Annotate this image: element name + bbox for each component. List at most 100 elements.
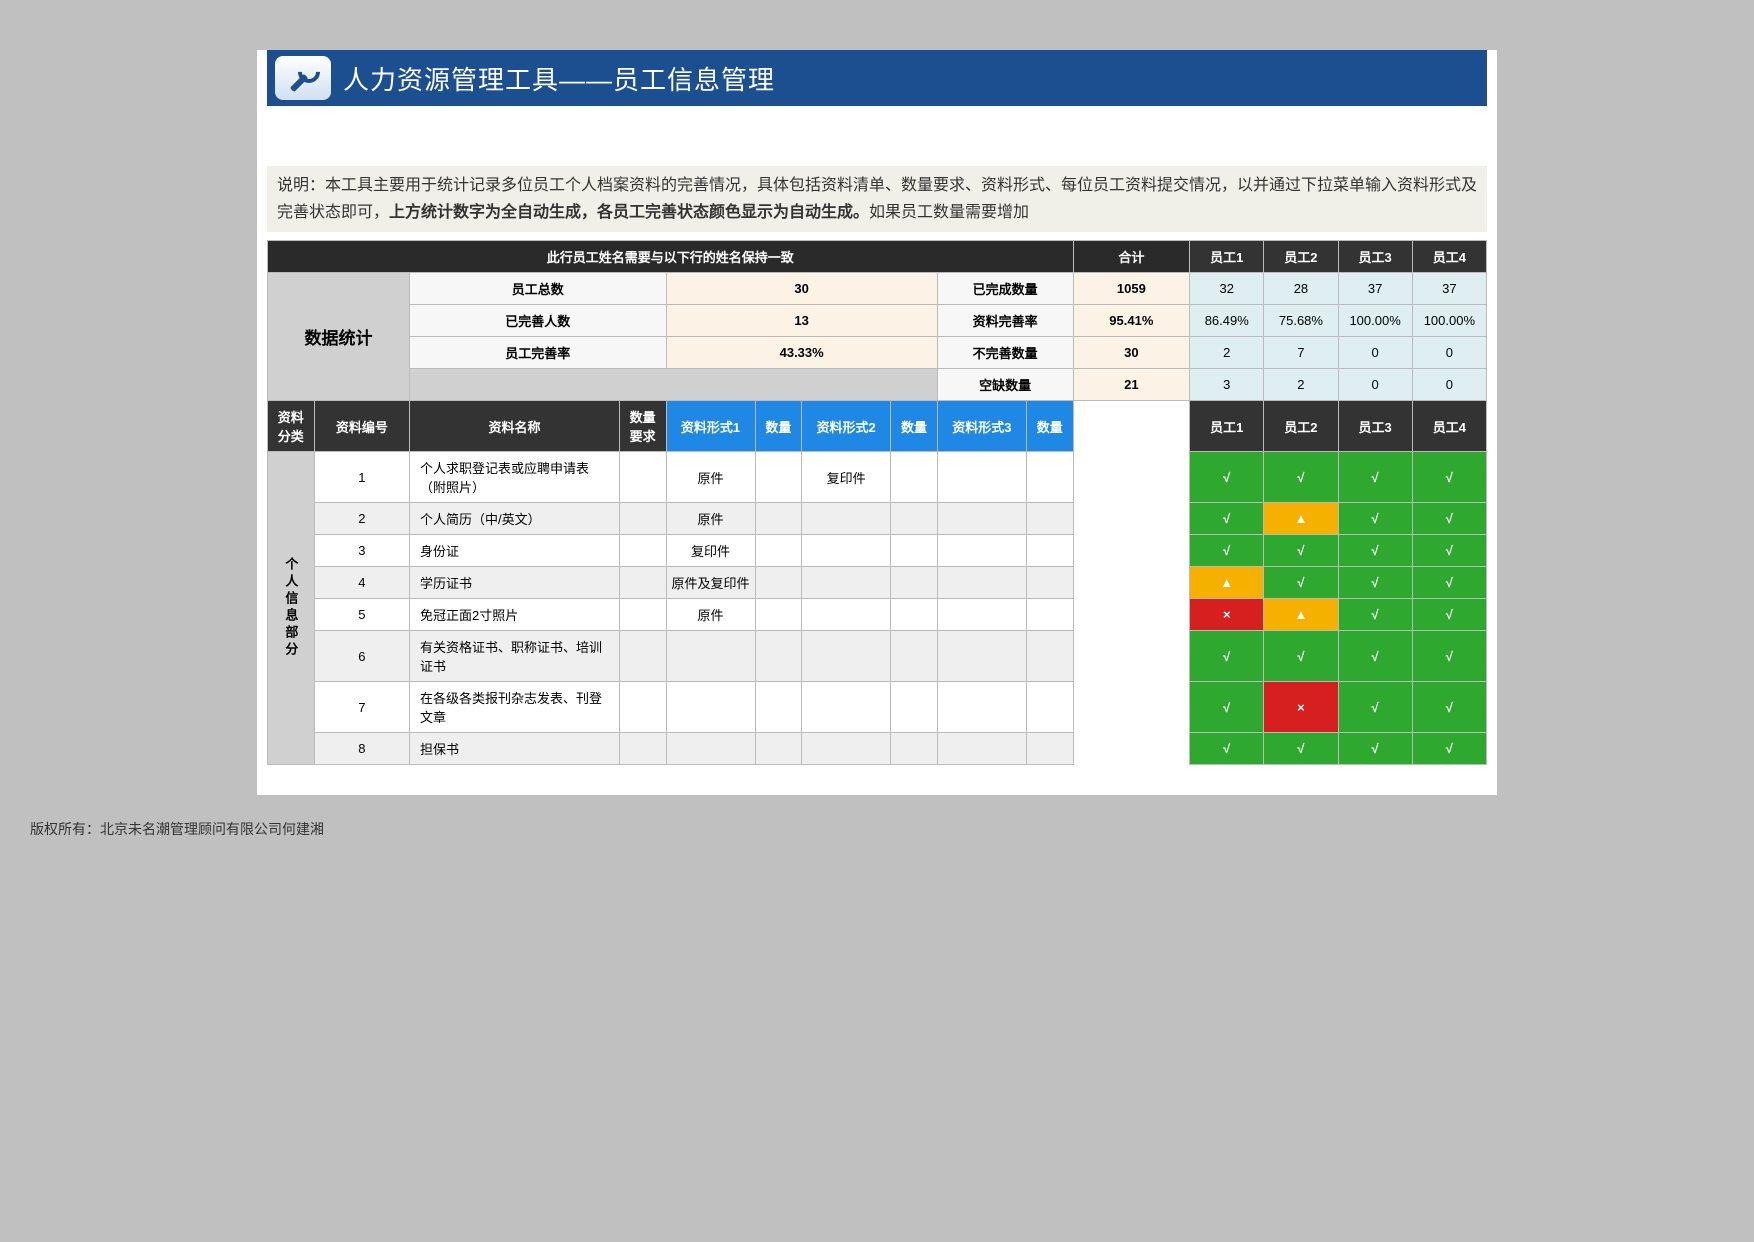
mat-qty2-3[interactable] bbox=[891, 535, 938, 567]
stat-label-2a: 员工完善率 bbox=[410, 337, 666, 369]
mat-status-2-emp2[interactable]: ▲ bbox=[1264, 503, 1338, 535]
emp-header-1: 员工1 bbox=[1190, 241, 1264, 273]
mat-status-5-emp2[interactable]: ▲ bbox=[1264, 599, 1338, 631]
mat-qty1-5[interactable] bbox=[755, 599, 802, 631]
col-qty1: 数量 bbox=[755, 401, 802, 452]
mat-form2-6[interactable] bbox=[802, 631, 891, 682]
mat-status-1-emp4[interactable]: √ bbox=[1412, 452, 1486, 503]
mat-form2-4[interactable] bbox=[802, 567, 891, 599]
mat-status-8-emp1[interactable]: √ bbox=[1190, 733, 1264, 765]
mat-qty2-4[interactable] bbox=[891, 567, 938, 599]
mat-form3-8[interactable] bbox=[937, 733, 1026, 765]
mat-qty1-1[interactable] bbox=[755, 452, 802, 503]
mat-status-1-emp1[interactable]: √ bbox=[1190, 452, 1264, 503]
mat-status-2-emp4[interactable]: √ bbox=[1412, 503, 1486, 535]
mat-qty1-3[interactable] bbox=[755, 535, 802, 567]
mat-qtyreq-6[interactable] bbox=[619, 631, 666, 682]
mat-qty2-5[interactable] bbox=[891, 599, 938, 631]
main-table: 此行员工姓名需要与以下行的姓名保持一致合计员工1员工2员工3员工4数据统计员工总… bbox=[267, 240, 1487, 765]
mat-form2-3[interactable] bbox=[802, 535, 891, 567]
mat-status-4-emp2[interactable]: √ bbox=[1264, 567, 1338, 599]
mat-qty2-7[interactable] bbox=[891, 682, 938, 733]
mat-qty2-6[interactable] bbox=[891, 631, 938, 682]
mat-status-6-emp1[interactable]: √ bbox=[1190, 631, 1264, 682]
mat-form3-1[interactable] bbox=[937, 452, 1026, 503]
mat-qty2-8[interactable] bbox=[891, 733, 938, 765]
mat-status-8-emp2[interactable]: √ bbox=[1264, 733, 1338, 765]
mat-status-3-emp4[interactable]: √ bbox=[1412, 535, 1486, 567]
mat-form2-5[interactable] bbox=[802, 599, 891, 631]
mat-form3-6[interactable] bbox=[937, 631, 1026, 682]
mat-status-1-emp2[interactable]: √ bbox=[1264, 452, 1338, 503]
stat-val-2a: 43.33% bbox=[666, 337, 937, 369]
mat-status-4-emp3[interactable]: √ bbox=[1338, 567, 1412, 599]
mat-qtyreq-7[interactable] bbox=[619, 682, 666, 733]
mat-status-5-emp1[interactable]: × bbox=[1190, 599, 1264, 631]
mat-qtyreq-4[interactable] bbox=[619, 567, 666, 599]
stat-emp-2-1: 7 bbox=[1264, 337, 1338, 369]
mat-status-7-emp4[interactable]: √ bbox=[1412, 682, 1486, 733]
mat-qtyreq-3[interactable] bbox=[619, 535, 666, 567]
mat-status-6-emp3[interactable]: √ bbox=[1338, 631, 1412, 682]
mat-form1-8[interactable] bbox=[666, 733, 755, 765]
mat-form2-8[interactable] bbox=[802, 733, 891, 765]
mat-form2-7[interactable] bbox=[802, 682, 891, 733]
mat-qty3-7[interactable] bbox=[1026, 682, 1073, 733]
mat-status-3-emp1[interactable]: √ bbox=[1190, 535, 1264, 567]
mat-status-4-emp1[interactable]: ▲ bbox=[1190, 567, 1264, 599]
mat-status-3-emp2[interactable]: √ bbox=[1264, 535, 1338, 567]
mat-qty3-4[interactable] bbox=[1026, 567, 1073, 599]
mat-status-3-emp3[interactable]: √ bbox=[1338, 535, 1412, 567]
description: 说明：本工具主要用于统计记录多位员工个人档案资料的完善情况，具体包括资料清单、数… bbox=[267, 166, 1487, 232]
mat-form3-3[interactable] bbox=[937, 535, 1026, 567]
mat-form1-7[interactable] bbox=[666, 682, 755, 733]
mat-qty3-5[interactable] bbox=[1026, 599, 1073, 631]
mat-form1-4[interactable]: 原件及复印件 bbox=[666, 567, 755, 599]
mat-qty2-2[interactable] bbox=[891, 503, 938, 535]
mat-qty1-8[interactable] bbox=[755, 733, 802, 765]
mat-status-8-emp4[interactable]: √ bbox=[1412, 733, 1486, 765]
mat-qty1-7[interactable] bbox=[755, 682, 802, 733]
mat-qtyreq-5[interactable] bbox=[619, 599, 666, 631]
mat-status-6-emp4[interactable]: √ bbox=[1412, 631, 1486, 682]
mat-qtyreq-8[interactable] bbox=[619, 733, 666, 765]
mat-qty3-2[interactable] bbox=[1026, 503, 1073, 535]
mat-form1-5[interactable]: 原件 bbox=[666, 599, 755, 631]
mat-qty3-8[interactable] bbox=[1026, 733, 1073, 765]
stat-emp-1-3: 100.00% bbox=[1412, 305, 1486, 337]
mat-status-6-emp2[interactable]: √ bbox=[1264, 631, 1338, 682]
mat-status-5-emp3[interactable]: √ bbox=[1338, 599, 1412, 631]
mat-qtyreq-1[interactable] bbox=[619, 452, 666, 503]
mat-status-8-emp3[interactable]: √ bbox=[1338, 733, 1412, 765]
mat-form3-4[interactable] bbox=[937, 567, 1026, 599]
mat-qty3-3[interactable] bbox=[1026, 535, 1073, 567]
mat-status-4-emp4[interactable]: √ bbox=[1412, 567, 1486, 599]
mat-qty1-4[interactable] bbox=[755, 567, 802, 599]
mat-qty3-1[interactable] bbox=[1026, 452, 1073, 503]
page-title: 人力资源管理工具——员工信息管理 bbox=[343, 60, 775, 97]
mat-qty1-2[interactable] bbox=[755, 503, 802, 535]
mat-status-7-emp1[interactable]: √ bbox=[1190, 682, 1264, 733]
mat-status-7-emp2[interactable]: × bbox=[1264, 682, 1338, 733]
mat-form2-1[interactable]: 复印件 bbox=[802, 452, 891, 503]
mat-form1-6[interactable] bbox=[666, 631, 755, 682]
mat-form2-2[interactable] bbox=[802, 503, 891, 535]
mat-id-6: 6 bbox=[314, 631, 409, 682]
mat-qtyreq-2[interactable] bbox=[619, 503, 666, 535]
mat-form3-7[interactable] bbox=[937, 682, 1026, 733]
mat-qty3-6[interactable] bbox=[1026, 631, 1073, 682]
mat-form3-5[interactable] bbox=[937, 599, 1026, 631]
mat-status-7-emp3[interactable]: √ bbox=[1338, 682, 1412, 733]
mat-status-2-emp1[interactable]: √ bbox=[1190, 503, 1264, 535]
mat-form3-2[interactable] bbox=[937, 503, 1026, 535]
mat-status-2-emp3[interactable]: √ bbox=[1338, 503, 1412, 535]
mat-form1-2[interactable]: 原件 bbox=[666, 503, 755, 535]
mat-form1-3[interactable]: 复印件 bbox=[666, 535, 755, 567]
mat-status-5-emp4[interactable]: √ bbox=[1412, 599, 1486, 631]
mat-qty2-1[interactable] bbox=[891, 452, 938, 503]
mat-qty1-6[interactable] bbox=[755, 631, 802, 682]
mat-id-8: 8 bbox=[314, 733, 409, 765]
mat-status-1-emp3[interactable]: √ bbox=[1338, 452, 1412, 503]
mat-form1-1[interactable]: 原件 bbox=[666, 452, 755, 503]
stat-val-1a: 13 bbox=[666, 305, 937, 337]
